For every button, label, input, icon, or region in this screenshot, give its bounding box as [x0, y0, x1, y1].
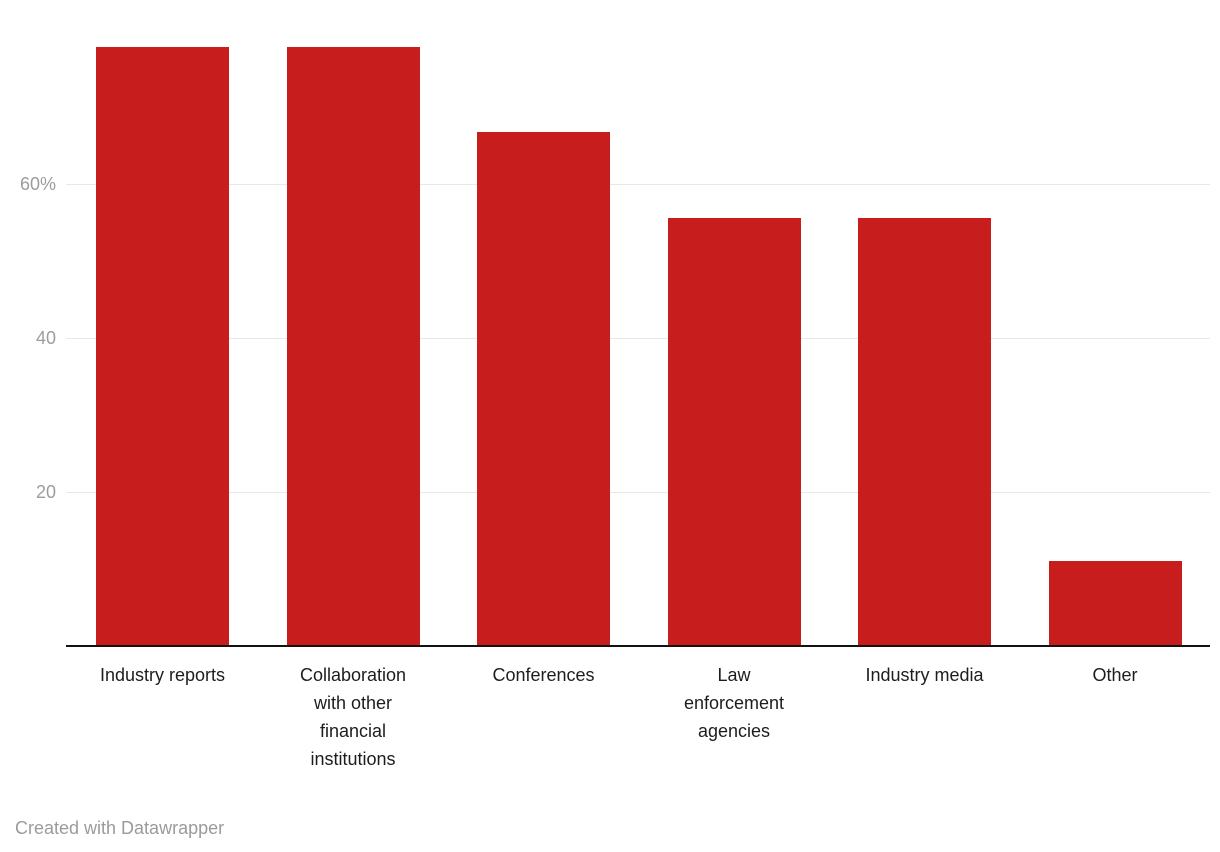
bar-5 — [1048, 560, 1182, 646]
bar-4 — [858, 217, 991, 646]
category-label-2: Conferences — [454, 661, 634, 689]
category-label-line: Law — [717, 665, 751, 685]
category-label-line: with other — [313, 693, 393, 713]
category-label-line: Industry reports — [99, 665, 226, 685]
bar-2 — [477, 132, 610, 646]
category-label-0: Industry reports — [73, 661, 253, 689]
category-label-line: agencies — [697, 721, 771, 741]
y-tick-label-40: 40 — [35, 328, 56, 348]
bar-0 — [96, 46, 229, 646]
category-label-line: Other — [1092, 665, 1138, 685]
category-label-4: Industry media — [835, 661, 1015, 689]
x-axis-line — [66, 645, 1210, 647]
category-label-line: Conferences — [492, 665, 595, 685]
category-label-3: Law enforcement agencies — [644, 661, 824, 745]
y-tick-label-60: 60% — [19, 174, 56, 194]
category-label-line: Collaboration — [299, 665, 407, 685]
category-label-line: financial — [319, 721, 387, 741]
category-label-line: institutions — [310, 749, 396, 769]
datawrapper-attribution-link[interactable]: Created with Datawrapper — [15, 818, 225, 838]
gridline-40 — [66, 338, 1210, 339]
category-label-1: Collaboration with other financial institut… — [263, 661, 443, 773]
y-tick-label-20: 20 — [35, 482, 56, 502]
category-label-5: Other — [1025, 661, 1205, 689]
category-label-line: enforcement — [683, 693, 785, 713]
gridline-60 — [66, 184, 1210, 185]
gridline-20 — [66, 492, 1210, 493]
bar-3 — [667, 217, 801, 646]
category-label-line: Industry media — [865, 665, 984, 685]
bar-1 — [286, 46, 420, 646]
